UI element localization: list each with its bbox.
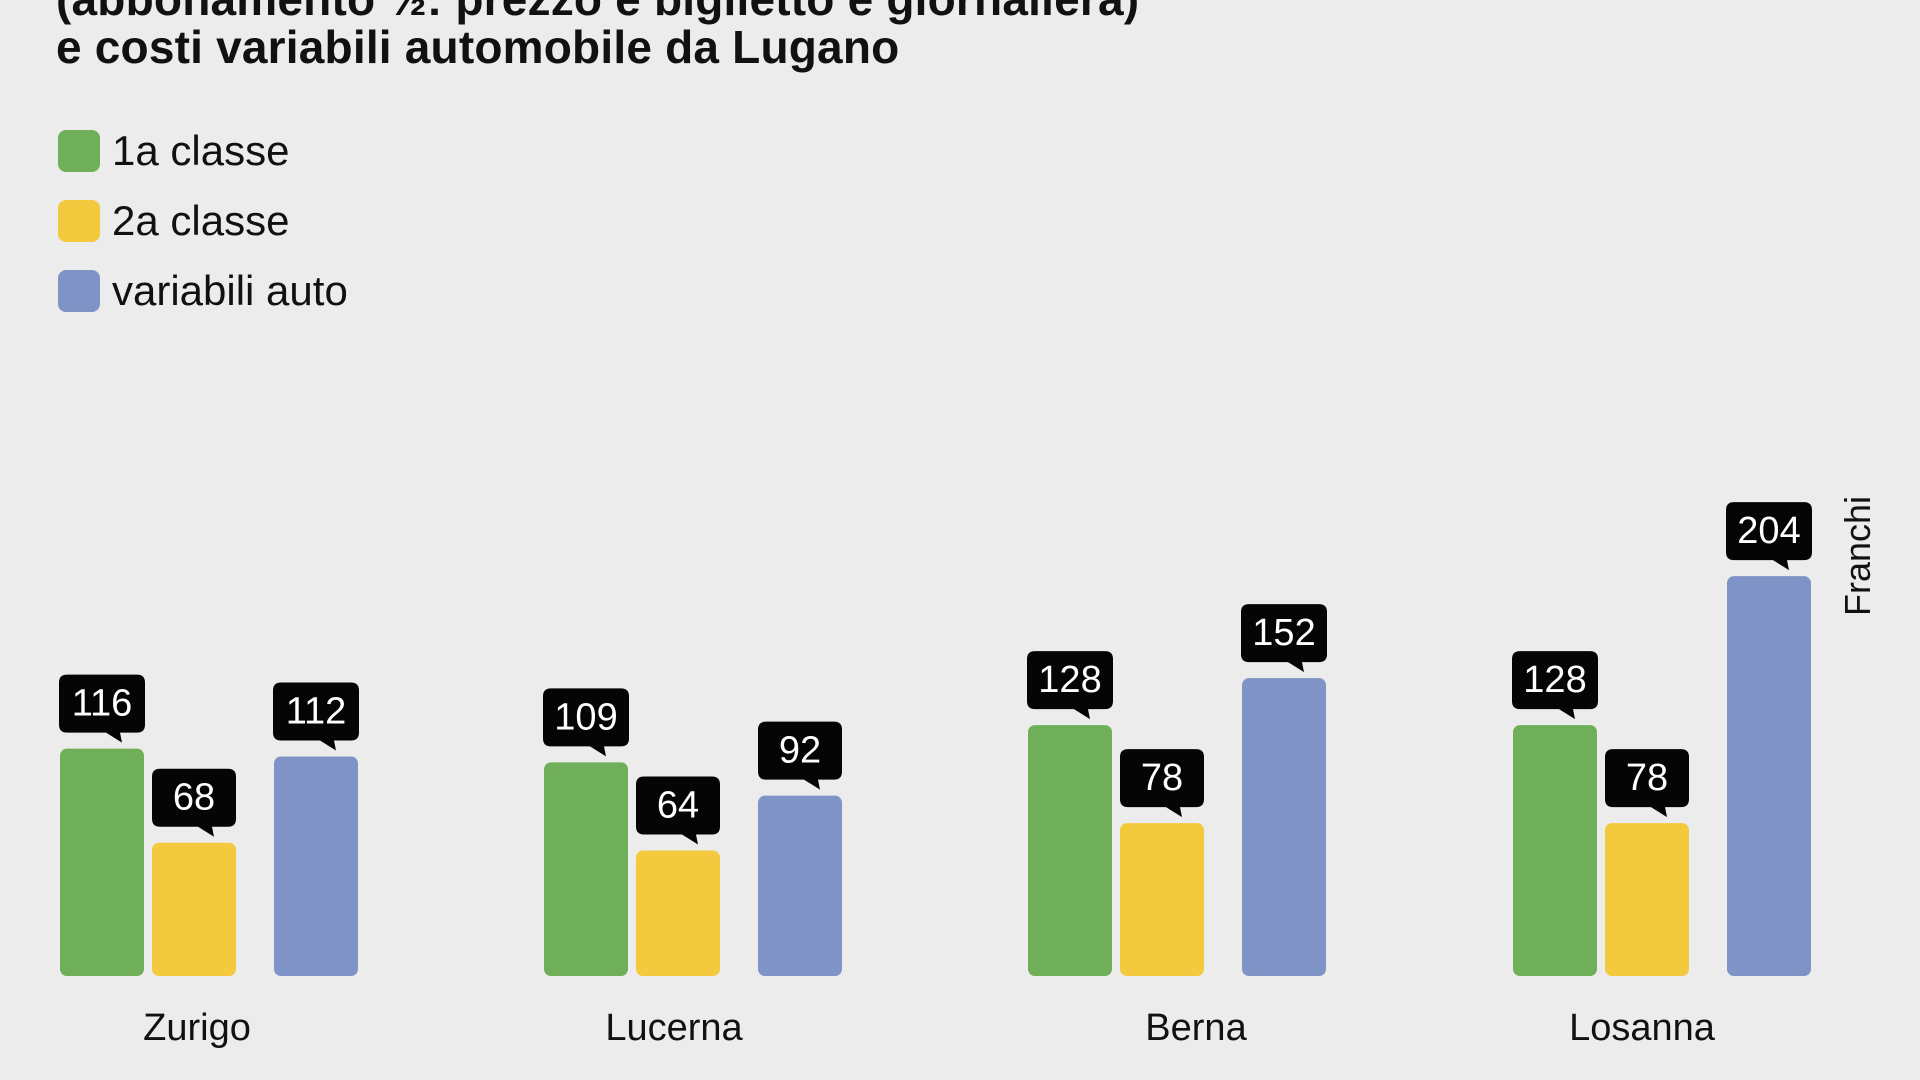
data-label-zurigo-1a-classe: 116	[72, 683, 133, 725]
bar-berna-2a-classe	[1120, 823, 1204, 976]
value-callout-lucerna-1a-classe	[543, 688, 629, 757]
bar-zurigo-variabili-auto	[274, 756, 358, 976]
data-label-berna-1a-classe: 128	[1038, 659, 1101, 701]
value-callout-losanna-1a-classe	[1512, 651, 1598, 720]
data-label-losanna-2a-classe: 78	[1626, 757, 1668, 799]
data-label-berna-variabili-auto: 152	[1252, 612, 1315, 654]
x-tick-label-lucerna: Lucerna	[605, 1007, 743, 1049]
value-callout-losanna-variabili-auto	[1726, 502, 1812, 571]
bar-berna-variabili-auto	[1242, 678, 1326, 976]
legend-label-variabili-auto: variabili auto	[112, 267, 348, 314]
bar-group-lucerna: 109 64 92	[543, 688, 842, 976]
data-label-lucerna-variabili-auto: 92	[779, 730, 821, 772]
data-label-zurigo-variabili-auto: 112	[286, 690, 347, 732]
data-label-losanna-1a-classe: 128	[1523, 659, 1586, 701]
value-callout-berna-2a-classe	[1120, 749, 1204, 818]
legend-swatch-2a-classe	[58, 200, 100, 242]
legend-swatch-variabili-auto	[58, 270, 100, 312]
data-label-lucerna-1a-classe: 109	[554, 696, 617, 738]
bar-group-zurigo: 116 68 112	[59, 674, 359, 976]
legend-swatch-1a-classe	[58, 130, 100, 172]
legend-label-1a-classe: 1a classe	[112, 127, 290, 174]
value-callout-berna-variabili-auto	[1241, 604, 1327, 673]
value-callout-zurigo-1a-classe	[59, 674, 145, 743]
bar-zurigo-1a-classe	[60, 748, 144, 976]
legend-label-2a-classe: 2a classe	[112, 197, 290, 244]
value-callout-zurigo-variabili-auto	[273, 682, 359, 751]
bar-losanna-1a-classe	[1513, 725, 1597, 976]
chart-title-line-2: e costi variabili automobile da Lugano	[56, 21, 900, 73]
x-tick-label-losanna: Losanna	[1569, 1007, 1716, 1049]
x-tick-label-berna: Berna	[1145, 1007, 1247, 1049]
bar-lucerna-variabili-auto	[758, 795, 842, 976]
bar-zurigo-2a-classe	[152, 842, 236, 976]
bar-lucerna-1a-classe	[544, 762, 628, 976]
value-callout-berna-1a-classe	[1027, 651, 1113, 720]
bar-losanna-variabili-auto	[1727, 576, 1811, 976]
data-label-berna-2a-classe: 78	[1141, 757, 1183, 799]
value-callout-lucerna-variabili-auto	[758, 721, 842, 790]
data-label-zurigo-2a-classe: 68	[173, 777, 215, 819]
value-callout-lucerna-2a-classe	[636, 776, 720, 845]
bar-lucerna-2a-classe	[636, 850, 720, 976]
data-label-lucerna-2a-classe: 64	[657, 785, 699, 827]
bar-berna-1a-classe	[1028, 725, 1112, 976]
x-tick-label-zurigo: Zurigo	[143, 1007, 251, 1049]
value-callout-losanna-2a-classe	[1605, 749, 1689, 818]
chart-title-line-1: (abbonamento ½: prezzo e biglietto e gio…	[56, 0, 1139, 26]
bar-losanna-2a-classe	[1605, 823, 1689, 976]
bar-group-losanna: 128 78 204	[1512, 502, 1812, 976]
bar-group-berna: 128 78 152	[1027, 604, 1327, 976]
data-label-losanna-variabili-auto: 204	[1737, 510, 1800, 552]
value-callout-zurigo-2a-classe	[152, 768, 236, 837]
